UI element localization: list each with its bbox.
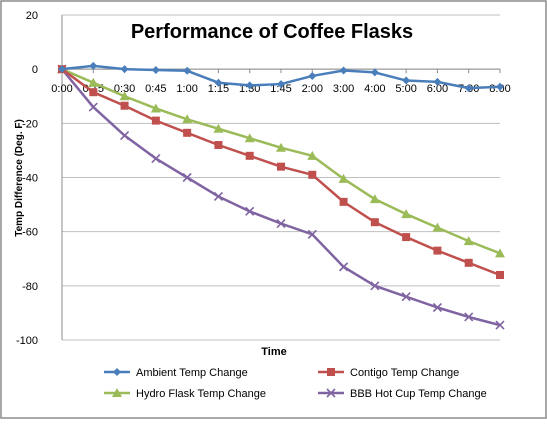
data-point [339, 262, 349, 272]
y-tick-label: -60 [22, 227, 38, 239]
data-point [120, 130, 130, 141]
data-point [182, 172, 192, 183]
data-point [307, 229, 317, 239]
legend-label: Hydro Flask Temp Change [136, 388, 266, 400]
legend: Ambient Temp Change Contigo Temp Change Hy… [104, 367, 487, 400]
data-point [150, 103, 161, 113]
data-point [245, 151, 254, 160]
legend-item-ambient-temp-change: Ambient Temp Change [104, 367, 248, 379]
legend-item-hydro-flask-temp-change: Hydro Flask Temp Change [104, 388, 266, 400]
data-point [308, 170, 317, 179]
data-point [58, 65, 66, 74]
data-point [88, 102, 98, 112]
x-tick-label: 2:00 [302, 83, 323, 95]
legend-swatch-marker [327, 368, 335, 376]
data-point [245, 81, 254, 90]
data-point [402, 233, 411, 242]
data-point [183, 128, 192, 137]
y-tick-label: 0 [32, 64, 38, 76]
data-point [244, 133, 255, 143]
x-tick-label: 4:00 [364, 83, 385, 95]
x-tick-label: 0:45 [145, 83, 166, 95]
series-ambient-temp-change [58, 61, 504, 93]
data-point [495, 248, 505, 258]
data-point [89, 61, 98, 70]
y-tick-label: -100 [16, 335, 38, 347]
legend-item-contigo-temp-change: Contigo Temp Change [318, 367, 459, 379]
series-hydro-flask-temp-change [57, 64, 505, 258]
data-point [183, 66, 192, 75]
data-point [307, 150, 318, 160]
data-point [464, 312, 474, 322]
data-point [432, 222, 443, 232]
x-axis-label: Time [261, 346, 286, 358]
data-point [119, 91, 130, 101]
legend-swatch-marker [112, 388, 122, 397]
x-tick-label: 0:00 [51, 83, 72, 95]
data-point [151, 65, 160, 74]
data-point [214, 141, 223, 149]
data-point [276, 218, 286, 229]
x-tick-label: 5:00 [395, 83, 416, 95]
series-group [57, 61, 505, 330]
data-point [339, 197, 348, 206]
data-point [401, 292, 411, 302]
x-tick-label: 6:00 [427, 83, 448, 95]
chart-title: Performance of Coffee Flasks [131, 21, 413, 43]
data-point [339, 66, 348, 75]
data-point [151, 153, 161, 164]
x-tick-label: 3:00 [333, 83, 354, 95]
data-point [401, 209, 412, 219]
x-tick-label: 1:00 [176, 83, 197, 95]
y-axis-label: Temp Difference (Deg. F) [14, 119, 25, 237]
data-point [151, 116, 160, 125]
data-point [277, 80, 285, 89]
data-point [495, 320, 505, 330]
data-point [245, 206, 255, 216]
data-point [370, 281, 380, 291]
y-tick-label: -20 [22, 118, 38, 130]
x-tick-label: 1:15 [208, 83, 229, 95]
legend-swatch-marker [326, 388, 336, 398]
data-point [182, 114, 193, 124]
y-tick-label: 20 [26, 10, 38, 22]
y-tick-label: -40 [22, 173, 38, 185]
data-point [369, 194, 380, 204]
x-tick-label: 0:30 [114, 83, 135, 95]
legend-label: Contigo Temp Change [350, 367, 459, 379]
data-point [370, 218, 379, 227]
data-point [277, 162, 285, 171]
data-point [214, 78, 223, 87]
data-point [433, 77, 442, 86]
data-point [496, 271, 504, 279]
data-point [213, 191, 223, 202]
y-tick-label: -80 [22, 281, 38, 293]
data-point [89, 88, 98, 97]
data-point [276, 142, 286, 152]
data-point [213, 123, 224, 133]
data-point [338, 173, 349, 183]
data-point [496, 82, 504, 91]
data-point [370, 68, 379, 77]
legend-label: BBB Hot Cup Temp Change [350, 388, 487, 400]
data-point [464, 84, 473, 93]
legend-swatch-marker [113, 368, 121, 376]
data-point [464, 258, 473, 267]
data-point [120, 65, 129, 74]
legend-item-bbb-hot-cup-temp-change: BBB Hot Cup Temp Change [318, 388, 487, 400]
legend-label: Ambient Temp Change [136, 367, 248, 379]
series-bbb-hot-cup-temp-change [57, 64, 505, 330]
data-point [120, 101, 129, 110]
data-point [432, 302, 442, 313]
x-tick-label: 1:45 [270, 83, 291, 95]
data-point [433, 246, 442, 255]
data-point [402, 76, 411, 85]
data-point [88, 77, 99, 87]
data-point [463, 236, 474, 246]
data-point [308, 71, 317, 80]
